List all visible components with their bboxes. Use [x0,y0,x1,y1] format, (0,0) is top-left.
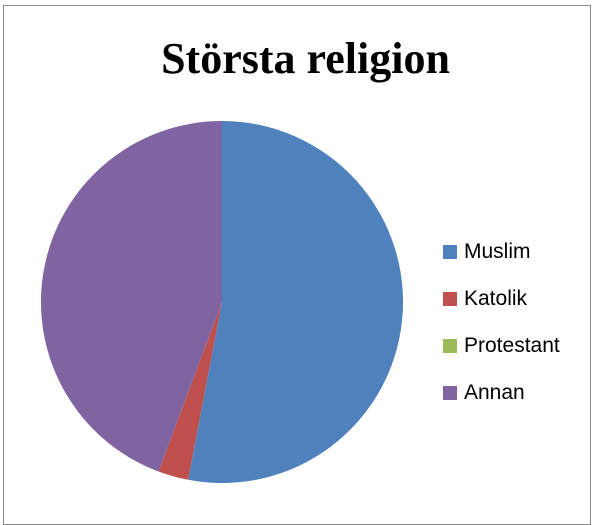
legend-label-muslim: Muslim [464,240,531,263]
chart-title: Största religion [161,34,450,83]
legend-item-annan: Annan [443,381,593,405]
legend-swatch-annan [443,386,457,400]
legend-item-muslim: Muslim [443,240,593,264]
pie-chart [40,121,404,484]
pie-slice-katolik [158,302,222,480]
chart-legend: Muslim Katolik Protestant Annan [443,240,593,428]
legend-label-annan: Annan [464,381,525,404]
legend-label-protestant: Protestant [464,334,560,357]
legend-item-katolik: Katolik [443,287,593,311]
legend-item-protestant: Protestant [443,334,593,358]
legend-swatch-muslim [443,245,457,259]
pie-slice-muslim [188,121,404,484]
legend-swatch-katolik [443,292,457,306]
legend-label-katolik: Katolik [464,287,528,310]
pie-slice-annan [40,121,223,472]
legend-swatch-protestant [443,339,457,353]
